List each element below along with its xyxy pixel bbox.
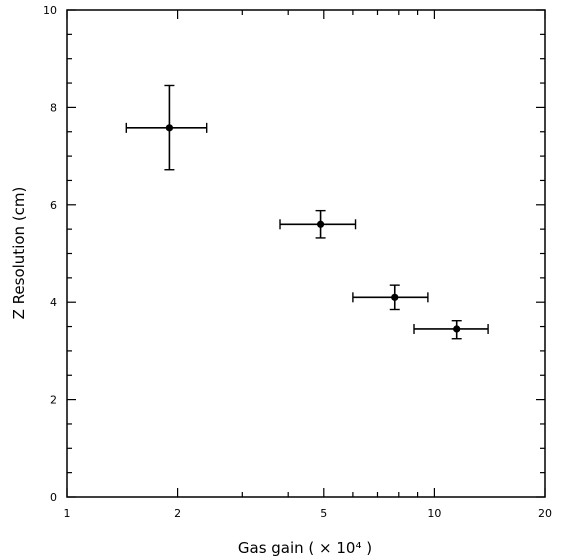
- y-tick-label: 6: [50, 199, 57, 212]
- x-tick-labels: 1 2 5 10 20: [64, 507, 553, 520]
- data-marker: [165, 124, 174, 132]
- data-point: [279, 209, 357, 239]
- x-tick-label: 10: [427, 507, 441, 520]
- y-tick-label: 10: [43, 4, 57, 17]
- y-tick-label: 4: [50, 296, 57, 309]
- x-tick-label: 2: [174, 507, 181, 520]
- plot-frame: [66, 9, 546, 498]
- y-tick-label: 0: [50, 491, 57, 504]
- y-tick-label: 8: [50, 101, 57, 114]
- data-points: [125, 84, 489, 340]
- axis-ticks: [66, 9, 546, 498]
- data-point: [352, 284, 429, 311]
- data-marker: [453, 325, 461, 333]
- data-marker: [391, 293, 399, 301]
- data-point: [125, 84, 208, 171]
- data-point: [413, 320, 489, 340]
- y-axis-title: Z Resolution (cm): [10, 187, 28, 320]
- x-tick-label: 5: [320, 507, 327, 520]
- y-tick-label: 2: [50, 394, 57, 407]
- data-marker: [316, 220, 325, 228]
- x-tick-label: 20: [538, 507, 552, 520]
- x-tick-label: 1: [64, 507, 71, 520]
- y-tick-labels: 0 2 4 6 8 10: [43, 4, 57, 504]
- x-axis-title: Gas gain ( × 10⁴ ): [238, 539, 372, 557]
